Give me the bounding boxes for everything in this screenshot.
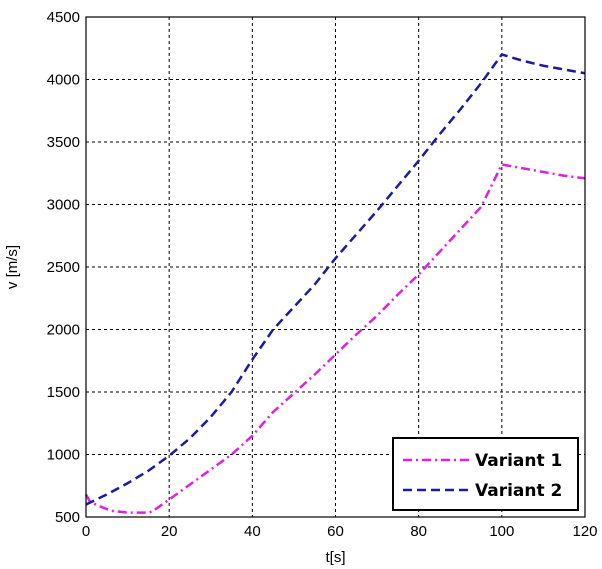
x-tick-label: 20 bbox=[161, 523, 178, 540]
x-tick-labels: 0 20 40 60 80 100 120 bbox=[82, 523, 598, 540]
series-line-1 bbox=[84, 163, 586, 514]
legend-label-variant-1: Variant 1 bbox=[475, 451, 562, 471]
x-tick-label: 0 bbox=[82, 523, 90, 540]
y-tick-label: 1000 bbox=[47, 447, 80, 464]
y-tick-label: 500 bbox=[55, 509, 80, 526]
y-tick-label: 3500 bbox=[47, 134, 80, 151]
y-tick-label: 3000 bbox=[47, 197, 80, 214]
y-tick-labels: 500 1000 1500 2000 2500 3000 3500 4000 4500 bbox=[47, 9, 80, 526]
legend-box bbox=[392, 437, 579, 511]
grid-lines bbox=[86, 17, 585, 517]
y-tick-label: 4000 bbox=[47, 72, 80, 89]
legend: Variant 1 Variant 2 bbox=[392, 437, 579, 511]
y-tick-label: 1500 bbox=[47, 384, 80, 401]
x-tick-label: 100 bbox=[489, 523, 514, 540]
x-axis-label: t[s] bbox=[325, 549, 345, 566]
x-tick-label: 120 bbox=[572, 523, 597, 540]
series-line-2 bbox=[85, 53, 586, 506]
series-group bbox=[84, 53, 586, 514]
y-tick-label: 2000 bbox=[47, 322, 80, 339]
x-tick-label: 60 bbox=[327, 523, 344, 540]
x-tick-label: 80 bbox=[410, 523, 427, 540]
plot-frame bbox=[85, 16, 586, 518]
y-tick-label: 2500 bbox=[47, 259, 80, 276]
y-tick-label: 4500 bbox=[47, 9, 80, 26]
x-tick-label: 40 bbox=[244, 523, 261, 540]
legend-label-variant-2: Variant 2 bbox=[475, 481, 562, 501]
y-axis-label: v [m/s] bbox=[4, 245, 21, 289]
